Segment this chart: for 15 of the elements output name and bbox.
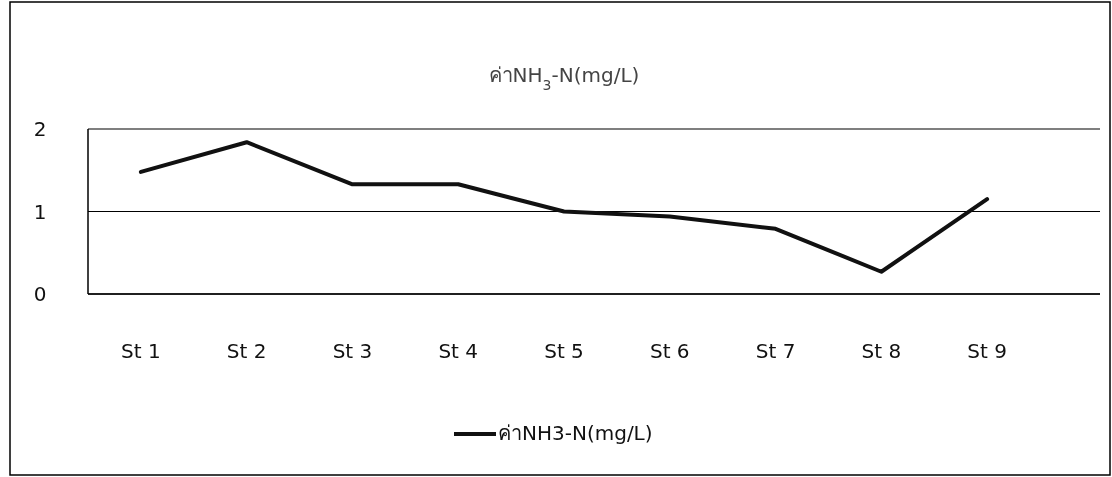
- x-tick-label: St 1: [121, 339, 161, 363]
- x-tick-label: St 8: [861, 339, 902, 363]
- x-tick-label: St 3: [332, 339, 373, 363]
- y-tick-label: 1: [33, 199, 47, 224]
- x-tick-label: St 7: [755, 339, 796, 363]
- x-tick-label: St 9: [967, 339, 1007, 363]
- y-tick-label: 0: [33, 282, 47, 306]
- line-series: [138, 140, 990, 274]
- x-tick-label: St 4: [438, 339, 479, 363]
- x-tick-label: St 6: [649, 339, 690, 363]
- x-tick-label: St 2: [226, 339, 267, 363]
- chart-title: ค่าNH$_{3}$-N(mg/L): [488, 63, 640, 93]
- y-tick-label: 2: [33, 117, 47, 141]
- x-tick-label: St 5: [544, 339, 584, 363]
- legend-label: ค่าNH3-N(mg/L): [498, 421, 653, 445]
